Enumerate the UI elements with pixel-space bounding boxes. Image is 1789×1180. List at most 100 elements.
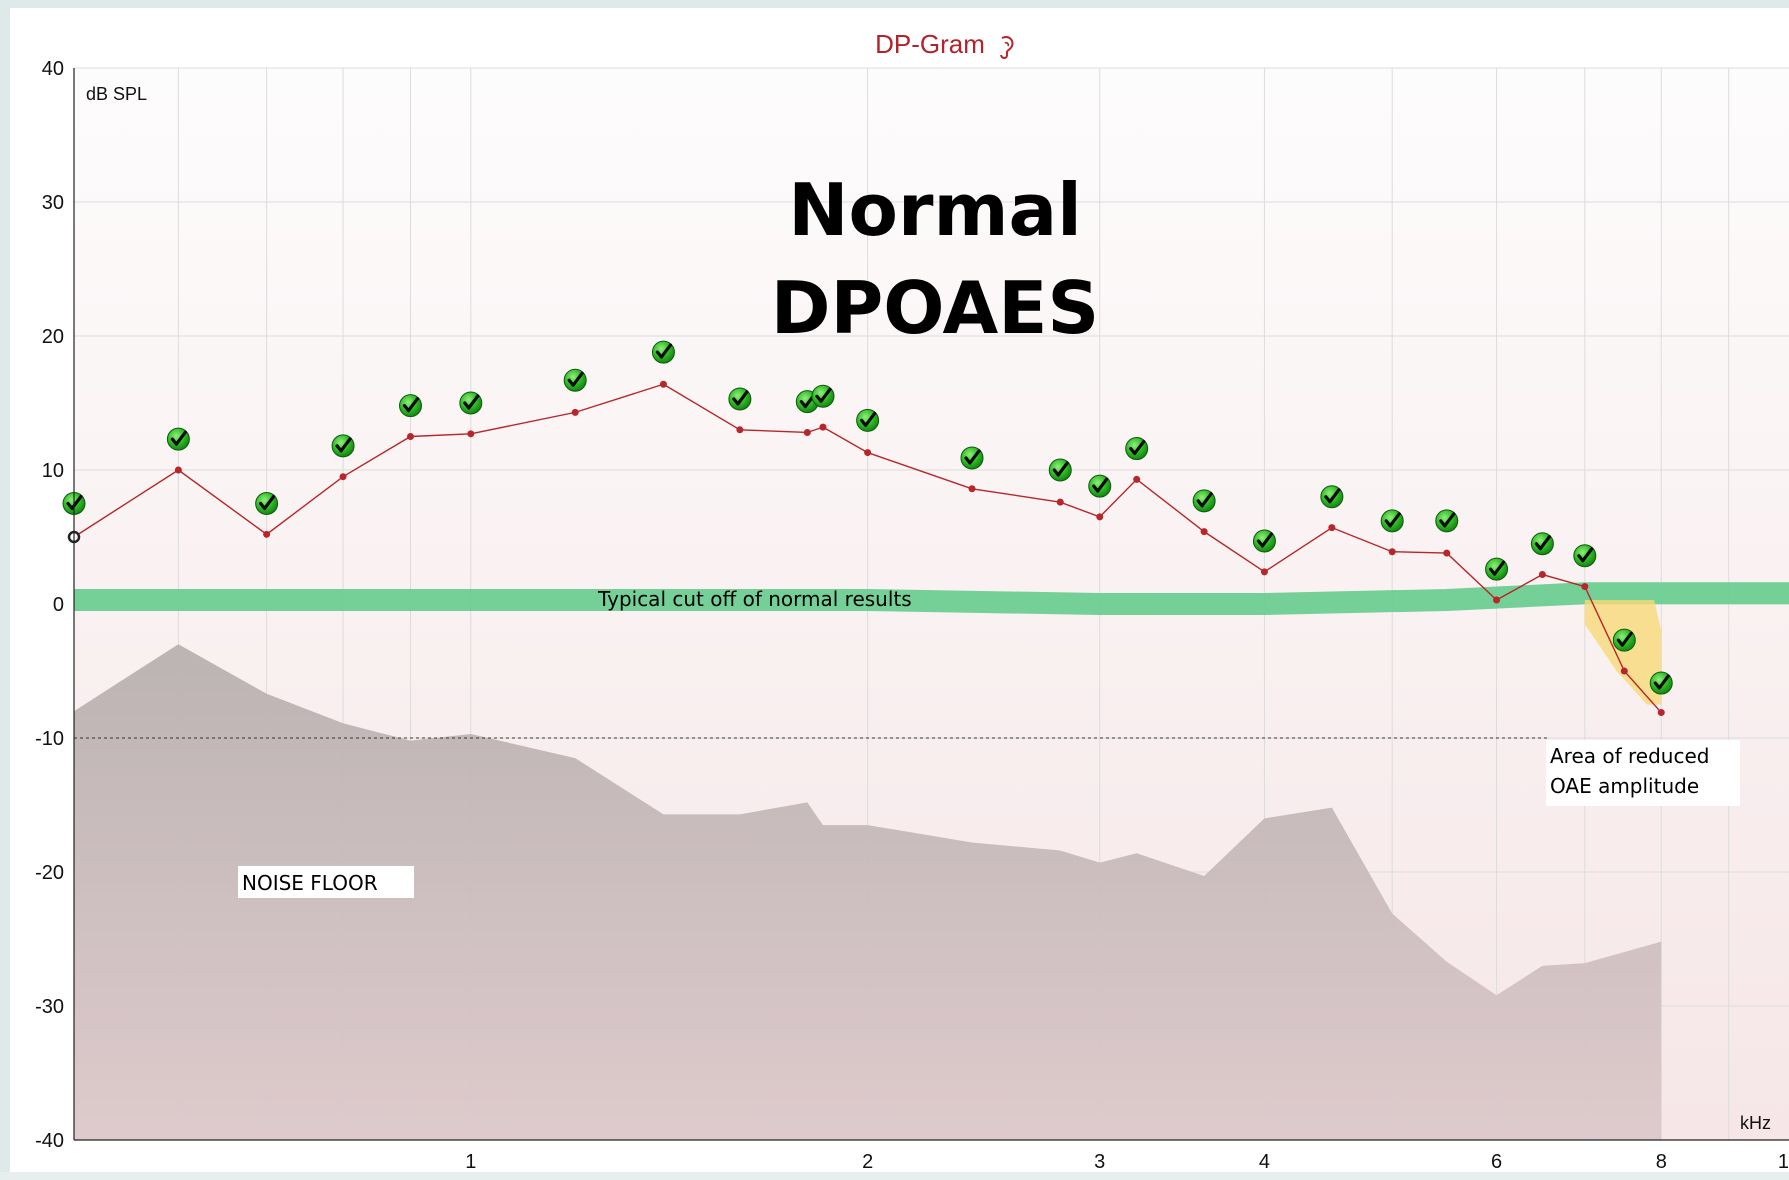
pass-check-mark: [463, 394, 480, 410]
dp-point: [1056, 498, 1064, 506]
axis-layer: -40 -30 -20 -10 0 10 20 30 40 1 2 3 4 6 8 10: [35, 58, 1789, 1173]
pass-check-icon: [563, 368, 587, 392]
dp-point: [263, 530, 271, 538]
pass-check-mark: [655, 343, 673, 359]
pass-check-mark: [1052, 461, 1069, 477]
dp-point: [174, 466, 182, 474]
pass-check-mark: [1577, 547, 1594, 563]
pass-check-mark: [1256, 532, 1274, 548]
dp-point: [1096, 513, 1104, 521]
noise-floor-area: [74, 644, 1662, 1140]
y-tick-label: 20: [42, 326, 64, 348]
pass-check-icon: [1530, 532, 1554, 556]
dp-point: [968, 485, 976, 493]
noise-floor-layer: [74, 644, 1662, 1140]
y-tick-label: -20: [35, 862, 64, 884]
dp-point: [659, 380, 667, 388]
x-tick-label: 6: [1491, 1151, 1502, 1173]
x-tick-label: 4: [1259, 1151, 1270, 1173]
pass-check-icon: [811, 384, 835, 408]
pass-check-mark: [732, 390, 749, 406]
dp-point: [339, 473, 347, 481]
pass-check-icon: [398, 394, 422, 418]
dp-point: [467, 430, 475, 438]
x-axis-label: kHz: [1740, 1113, 1771, 1133]
dp-point: [736, 426, 744, 434]
pass-check-icon: [255, 492, 279, 515]
cutoff-band-layer: [74, 582, 1789, 615]
pass-check-mark: [259, 494, 276, 511]
dp-point: [1581, 583, 1589, 591]
ear-icon: [1000, 36, 1014, 59]
pass-check-icon: [1573, 544, 1597, 568]
dp-point: [571, 408, 579, 416]
dp-series-line: [73, 383, 1662, 714]
pass-check-icon: [459, 391, 483, 415]
pass-check-mark: [1653, 674, 1670, 690]
pass-check-icon: [1435, 509, 1459, 533]
pass-check-icon: [1380, 509, 1404, 533]
series-layer: [67, 380, 1665, 717]
pass-check-mark: [1488, 560, 1506, 576]
reduced-note-line1: Area of reduced: [1550, 744, 1709, 768]
pass-check-icon: [1485, 557, 1509, 581]
dp-point: [1620, 667, 1628, 675]
noise-floor-label-box: [238, 866, 414, 898]
dp-point: [1200, 528, 1208, 536]
pass-check-icon: [856, 408, 880, 432]
pass-check-mark: [66, 494, 83, 511]
pass-check-icon: [1125, 437, 1149, 461]
pass-check-icon: [960, 446, 984, 470]
pass-check-mark: [402, 397, 420, 413]
cutoff-label: Typical cut off of normal results: [597, 587, 912, 611]
pass-check-icon: [1320, 485, 1344, 509]
pass-check-mark: [1129, 439, 1146, 456]
x-tick-label: 1: [465, 1151, 476, 1173]
heading-dpoaes: DPOAES: [771, 266, 1100, 350]
y-tick-label: 30: [42, 192, 64, 214]
pass-check-icon: [1088, 474, 1112, 498]
y-tick-label: 0: [53, 594, 64, 616]
dp-point: [803, 428, 811, 436]
dp-point: [1328, 524, 1336, 532]
pass-check-mark: [1324, 488, 1341, 504]
pass-check-icon: [1612, 628, 1636, 652]
pass-check-mark: [567, 371, 584, 387]
dp-point: [1538, 571, 1546, 579]
pass-check-mark: [964, 449, 981, 465]
heading-normal: Normal: [788, 168, 1082, 252]
dp-point: [1443, 549, 1451, 557]
y-tick-label: 40: [42, 58, 64, 80]
pass-check-mark: [1439, 512, 1456, 528]
pass-check-mark: [860, 411, 877, 428]
chart-title: DP-Gram: [875, 29, 985, 59]
pass-check-icon: [1048, 458, 1072, 482]
pass-check-mark: [799, 393, 816, 409]
y-axis-label: dB SPL: [86, 84, 147, 104]
x-tick-label: 3: [1094, 1151, 1105, 1173]
y-tick-label: -10: [35, 728, 64, 750]
dp-gram-chart: -40 -30 -20 -10 0 10 20 30 40 1 2 3 4 6 8 10 DP-Gram dB…: [35, 29, 1789, 1173]
pass-check-mark: [1092, 477, 1109, 493]
pass-check-icon: [1192, 489, 1216, 513]
y-tick-label: -40: [35, 1130, 64, 1152]
dp-point: [1657, 709, 1665, 717]
pass-check-mark: [1196, 492, 1213, 508]
dp-point: [406, 433, 414, 440]
dp-point: [1493, 596, 1501, 604]
x-tick-label: 10: [1778, 1151, 1789, 1173]
pass-check-mark: [815, 387, 832, 403]
pass-check-icon: [1649, 671, 1673, 695]
pass-check-icon: [651, 340, 675, 364]
pass-check-icon: [1252, 529, 1276, 553]
pass-check-mark: [335, 437, 352, 453]
dp-point: [1260, 568, 1268, 576]
pass-check-mark: [170, 430, 187, 446]
pass-check-mark: [1534, 535, 1551, 551]
pass-check-mark: [1384, 512, 1401, 528]
dp-point: [864, 449, 872, 457]
dp-point: [1133, 475, 1141, 483]
pass-check-icon: [331, 434, 355, 458]
y-tick-label: 10: [42, 460, 64, 482]
